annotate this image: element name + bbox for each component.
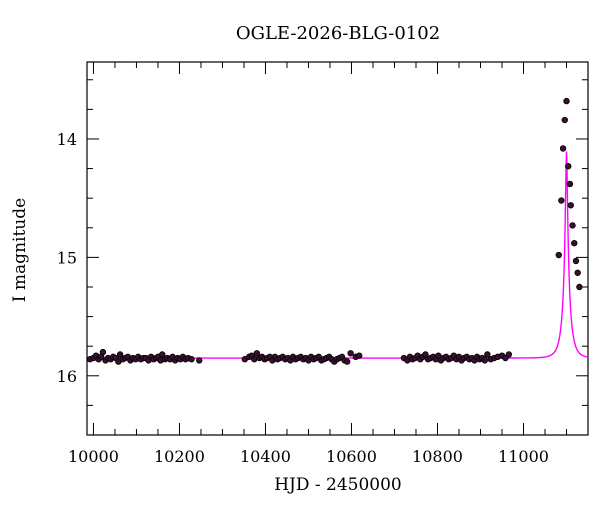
data-point bbox=[356, 352, 363, 359]
data-point bbox=[558, 197, 565, 204]
data-point bbox=[188, 356, 195, 363]
data-point bbox=[251, 356, 258, 363]
plot-area bbox=[86, 61, 589, 436]
y-axis-label: I magnitude bbox=[10, 198, 30, 302]
data-points bbox=[86, 97, 583, 365]
data-point bbox=[566, 180, 574, 188]
data-point bbox=[559, 145, 567, 152]
data-point bbox=[99, 348, 107, 356]
data-point bbox=[484, 351, 491, 358]
data-point bbox=[561, 116, 568, 124]
chart-title: OGLE-2026-BLG-0102 bbox=[236, 23, 440, 44]
data-point bbox=[505, 351, 513, 358]
y-tick-label: 15 bbox=[57, 248, 77, 267]
data-point bbox=[571, 239, 578, 247]
x-tick-label: 10800 bbox=[412, 447, 463, 466]
data-point bbox=[563, 97, 570, 105]
data-point bbox=[565, 163, 572, 170]
x-axis-label: HJD - 2450000 bbox=[274, 475, 402, 495]
x-tick-label: 10000 bbox=[68, 447, 119, 466]
data-point bbox=[481, 357, 488, 364]
data-point bbox=[116, 351, 124, 358]
data-point bbox=[159, 351, 166, 358]
model-layer bbox=[90, 151, 589, 359]
x-tick-label: 10400 bbox=[240, 447, 291, 466]
data-point bbox=[569, 222, 576, 229]
plot-frame bbox=[86, 61, 589, 436]
data-point bbox=[572, 257, 580, 265]
model-curve bbox=[90, 151, 589, 359]
data-point bbox=[576, 283, 583, 291]
x-tick-labels: 10000 10200 10400 10600 10800 11000 bbox=[68, 447, 549, 466]
data-point bbox=[435, 352, 442, 359]
data-point bbox=[347, 350, 354, 357]
axis-ticks bbox=[87, 62, 589, 436]
x-tick-label: 10600 bbox=[326, 447, 377, 466]
y-tick-label: 14 bbox=[57, 130, 77, 149]
data-point bbox=[196, 357, 203, 364]
y-tick-label: 16 bbox=[57, 367, 77, 386]
data-point bbox=[567, 202, 574, 209]
y-tick-labels: 14 15 16 bbox=[57, 130, 77, 386]
data-point bbox=[253, 350, 261, 357]
x-tick-label: 10200 bbox=[154, 447, 205, 466]
data-point bbox=[574, 269, 581, 276]
data-point bbox=[555, 251, 562, 259]
data-point bbox=[422, 351, 429, 358]
x-tick-label: 11000 bbox=[498, 447, 549, 466]
data-point bbox=[343, 358, 351, 365]
